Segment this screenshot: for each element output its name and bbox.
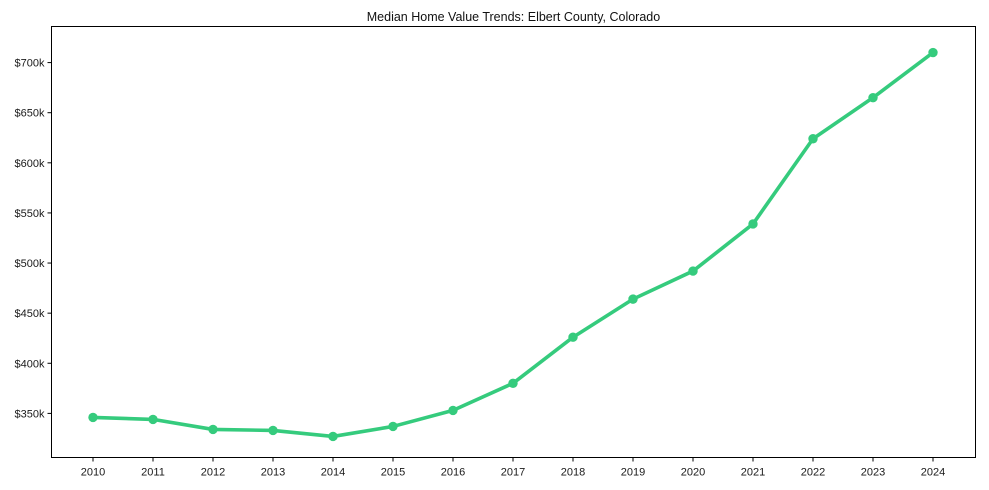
data-point-marker xyxy=(688,266,698,276)
x-tick-label: 2014 xyxy=(321,467,345,479)
data-point-marker xyxy=(508,378,518,389)
x-tick-label: 2022 xyxy=(801,467,825,479)
x-tick-label: 2011 xyxy=(141,467,165,479)
x-tick-label: 2023 xyxy=(861,467,885,479)
x-tick-label: 2024 xyxy=(921,467,945,479)
x-tick-label: 2019 xyxy=(621,467,645,479)
y-tick-label: $400k xyxy=(15,358,45,370)
y-tick-label: $450k xyxy=(15,308,45,320)
data-point-marker xyxy=(628,294,638,304)
x-tick-label: 2010 xyxy=(81,467,105,479)
data-point-marker xyxy=(328,431,338,442)
y-tick-label: $650k xyxy=(15,108,45,120)
x-tick-label: 2013 xyxy=(261,467,285,479)
x-tick-label: 2021 xyxy=(741,467,765,479)
x-tick-label: 2016 xyxy=(441,467,465,479)
y-tick-label: $700k xyxy=(15,58,45,70)
data-point-marker xyxy=(808,134,818,144)
data-point-marker xyxy=(868,92,878,103)
x-tick-label: 2012 xyxy=(201,467,225,479)
plot-border xyxy=(51,26,976,458)
data-point-marker xyxy=(148,414,158,425)
chart-title: Median Home Value Trends: Elbert County,… xyxy=(367,10,660,24)
x-tick-label: 2015 xyxy=(381,467,405,479)
x-tick-label: 2018 xyxy=(561,467,585,479)
data-point-marker xyxy=(388,421,398,432)
y-tick-label: $550k xyxy=(15,208,45,220)
y-tick-label: $500k xyxy=(15,258,45,270)
data-point-marker xyxy=(748,219,758,229)
data-point-marker xyxy=(928,47,938,58)
x-tick-label: 2017 xyxy=(501,467,525,479)
data-point-marker xyxy=(268,425,278,436)
y-tick-label: $600k xyxy=(15,158,45,170)
data-point-marker xyxy=(568,332,578,342)
data-point-marker xyxy=(448,405,458,416)
data-point-marker xyxy=(208,424,218,435)
data-point-marker xyxy=(88,412,98,423)
x-tick-label: 2020 xyxy=(681,467,705,479)
y-tick-label: $350k xyxy=(15,408,45,420)
